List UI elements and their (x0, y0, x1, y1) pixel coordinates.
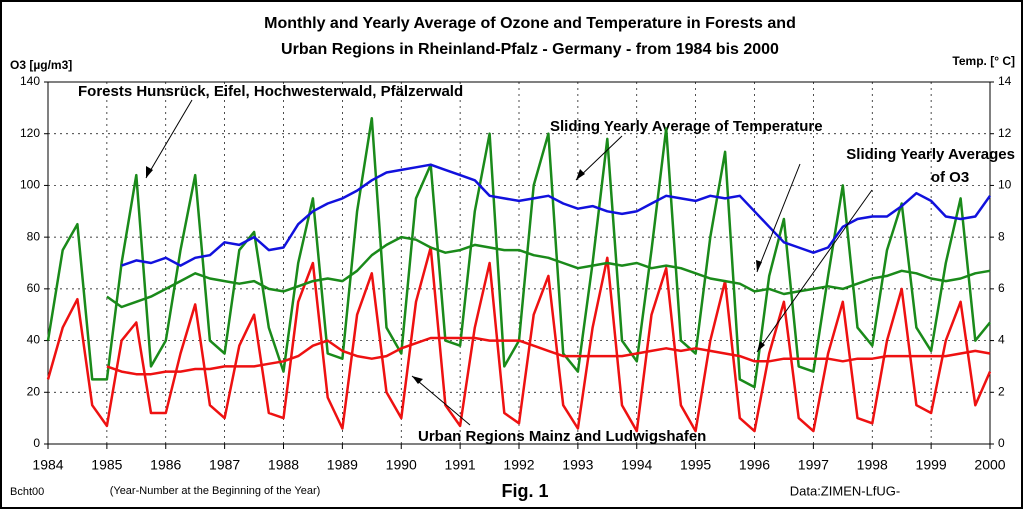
x-tick-label: 2000 (974, 457, 1005, 473)
data-line (106, 235, 991, 309)
x-tick-label: 1991 (445, 457, 476, 473)
x-tick-label: 1995 (680, 457, 711, 473)
arrow-head (576, 169, 585, 180)
y-tick-label: 140 (20, 74, 40, 88)
figure-label: Fig. 1 (501, 481, 548, 501)
x-tick-label: 1992 (503, 457, 534, 473)
y2-tick-label: 2 (998, 384, 1005, 398)
y2-tick-label: 8 (998, 229, 1005, 243)
data-line (106, 336, 991, 376)
arrow-head (146, 166, 153, 178)
chart-title: Monthly and Yearly Average of Ozone and … (264, 15, 796, 32)
y-axis-label: O3 [µg/m3] (10, 58, 72, 72)
y2-axis-label: Temp. [° C] (952, 54, 1015, 68)
x-tick-label: 1987 (209, 457, 240, 473)
x-tick-label: 1985 (91, 457, 122, 473)
x-tick-label: 1986 (150, 457, 181, 473)
x-tick-label: 1993 (562, 457, 593, 473)
x-tick-label: 1989 (327, 457, 358, 473)
arrow-head (757, 341, 765, 352)
arrow (756, 163, 801, 273)
y-tick-label: 20 (27, 384, 41, 398)
annotation: Sliding Yearly Average of Temperature (550, 118, 823, 135)
y2-tick-label: 10 (998, 178, 1012, 192)
plot-area: 0 20 40 60 80 100 120 140 0 2 4 6 8 10 12 14 1984 1985 198… (20, 74, 1012, 473)
y-tick-label: 60 (27, 281, 41, 295)
y2-tick-label: 14 (998, 74, 1012, 88)
x-tick-label: 1999 (916, 457, 947, 473)
x-tick-label: 1996 (739, 457, 770, 473)
y2-tick-label: 4 (998, 333, 1005, 347)
arrow-head (756, 260, 762, 272)
annotation: Urban Regions Mainz and Ludwigshafen (418, 428, 706, 445)
x-tick-label: 1984 (32, 457, 63, 473)
arrow (411, 375, 471, 426)
data-line (121, 163, 992, 267)
x-tick-label: 1994 (621, 457, 652, 473)
y-tick-label: 100 (20, 178, 40, 192)
arrow (575, 135, 623, 181)
x-tick-label: 1998 (857, 457, 888, 473)
annotation: Sliding Yearly Averages (846, 146, 1015, 163)
y-tick-label: 0 (33, 436, 40, 450)
y-tick-label: 120 (20, 126, 40, 140)
arrow (756, 189, 873, 353)
y2-tick-label: 6 (998, 281, 1005, 295)
source-note: Data:ZIMEN-LfUG- (790, 483, 901, 498)
x-tick-label: 1990 (386, 457, 417, 473)
x-tick-label: 1988 (268, 457, 299, 473)
annotation: of O3 (931, 169, 969, 186)
arrow (145, 99, 193, 179)
annotation: Forests Hunsrück, Eifel, Hochwesterwald,… (78, 83, 463, 100)
data-line (46, 246, 992, 433)
arrows (145, 99, 873, 426)
x-axis-label: (Year-Number at the Beginning of the Yea… (110, 485, 321, 497)
y2-tick-label: 0 (998, 436, 1005, 450)
x-tick-label: 1997 (798, 457, 829, 473)
y2-tick-label: 12 (998, 126, 1012, 140)
y-tick-label: 40 (27, 333, 41, 347)
arrow-head (412, 376, 423, 384)
y-tick-label: 80 (27, 229, 41, 243)
note: Bcht00 (10, 486, 44, 498)
arrow-heads (146, 166, 765, 384)
chart-title: Urban Regions in Rheinland-Pfalz - Germa… (281, 41, 779, 58)
